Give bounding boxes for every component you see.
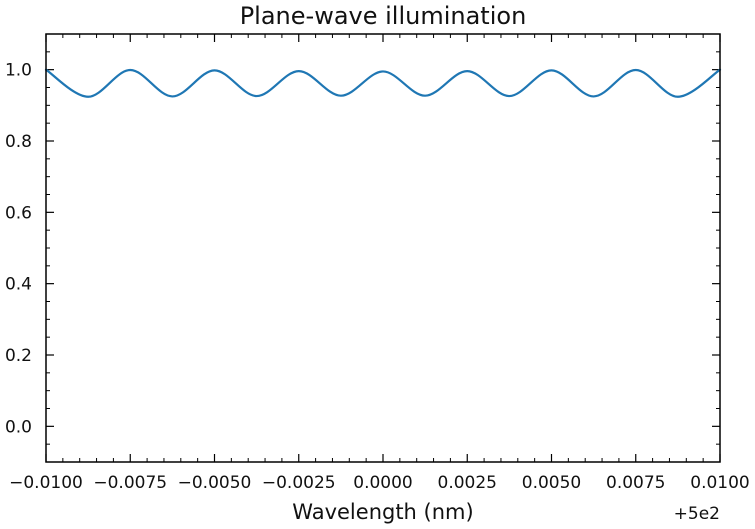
- y-tick-label: 0.2: [5, 346, 32, 366]
- x-tick-label: 0.0000: [353, 473, 412, 493]
- y-tick-label: 0.0: [5, 417, 32, 437]
- y-tick-label: 0.8: [5, 132, 32, 152]
- series-line: [44, 68, 722, 98]
- plot-frame: [45, 33, 721, 463]
- x-tick-label: 0.0050: [522, 473, 581, 493]
- x-tick-label: 0.0075: [606, 473, 665, 493]
- series-layer: [44, 68, 722, 98]
- x-tick-label: −0.0050: [178, 473, 252, 493]
- y-tick-label: 1.0: [5, 61, 32, 81]
- x-axis-title: Wavelength (nm): [292, 500, 473, 524]
- x-tick-label: 0.0025: [438, 473, 497, 493]
- x-tick-label: 0.0100: [690, 473, 749, 493]
- chart-title: Plane-wave illumination: [240, 2, 527, 30]
- x-axis-ticks: −0.0100 −0.0075 −0.0050 −0.0025 0.0000 0.0025…: [9, 34, 750, 493]
- x-axis-offset-label: +5e2: [674, 504, 720, 524]
- y-tick-label: 0.4: [5, 275, 32, 295]
- x-tick-label: −0.0100: [9, 473, 83, 493]
- x-tick-label: −0.0025: [262, 473, 336, 493]
- x-tick-label: −0.0075: [93, 473, 167, 493]
- y-tick-label: 0.6: [5, 203, 32, 223]
